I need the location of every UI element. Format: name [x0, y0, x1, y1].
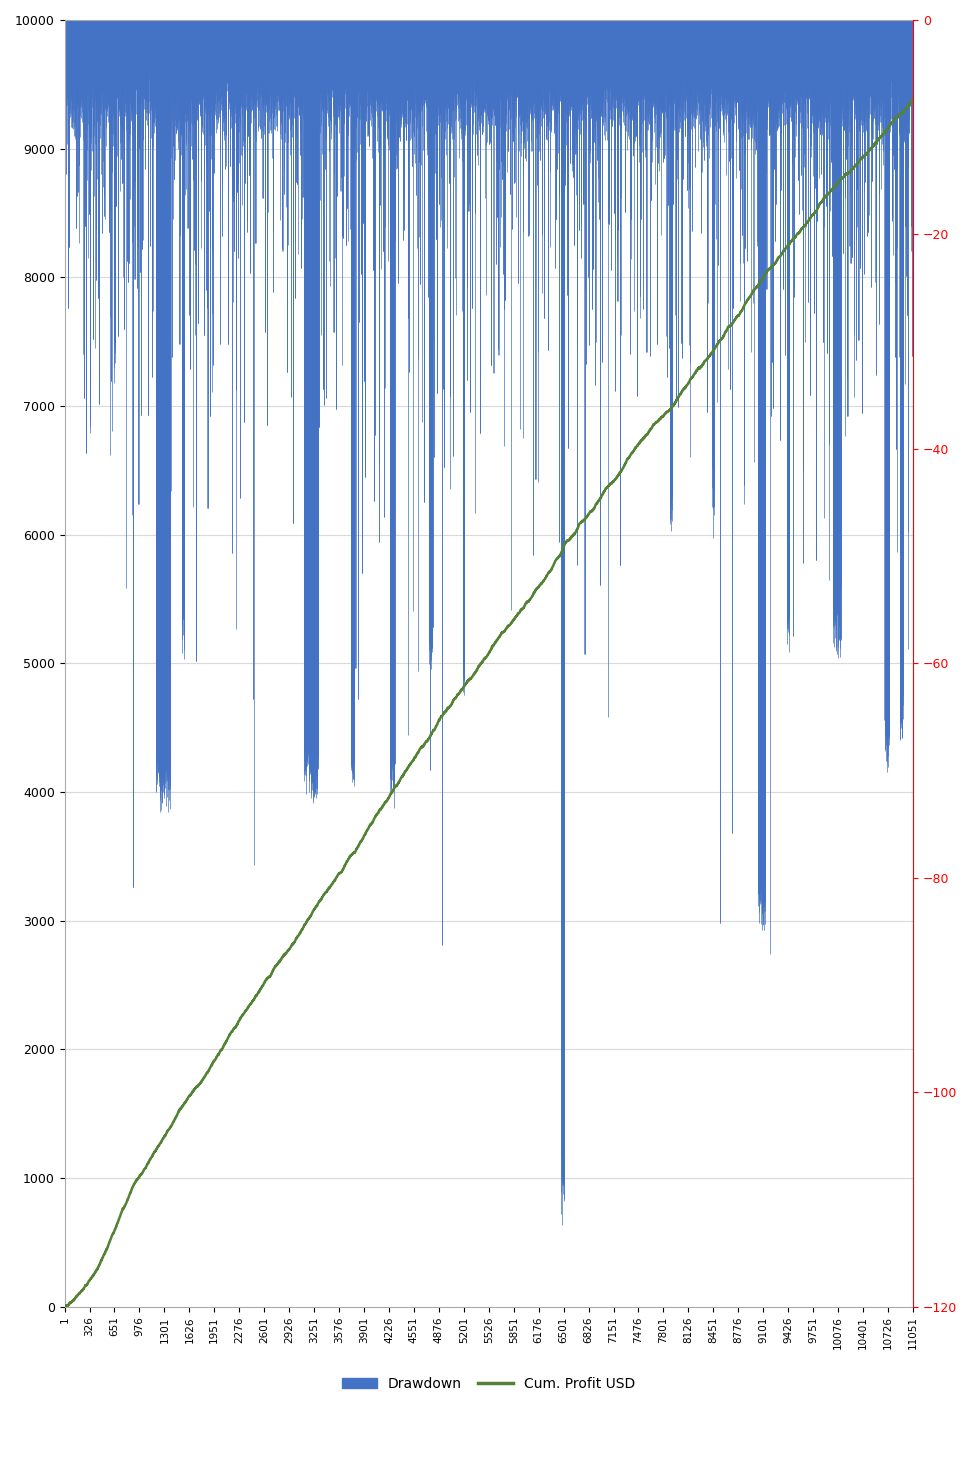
Legend: Drawdown, Cum. Profit USD: Drawdown, Cum. Profit USD [336, 1371, 642, 1396]
